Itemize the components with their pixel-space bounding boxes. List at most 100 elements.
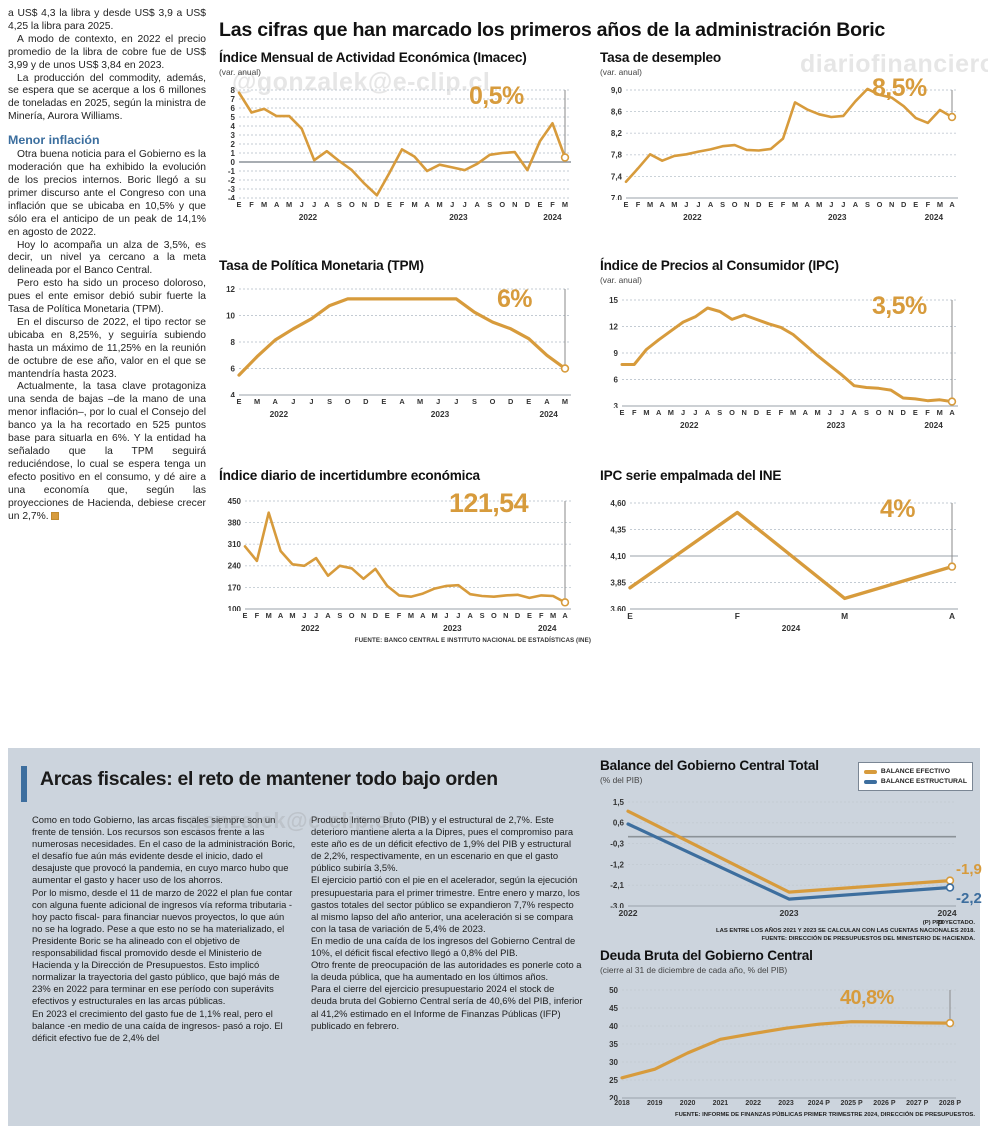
x-tick-label: J [454, 397, 459, 406]
x-tick-label: F [396, 611, 402, 620]
x-tick-label: F [925, 200, 931, 209]
x-tick-label: M [289, 611, 296, 620]
x-tick-label: 2021 [712, 1100, 729, 1107]
deuda-callout-value: 40,8% [840, 987, 894, 1009]
x-tick-label: E [627, 611, 633, 621]
x-tick-label: A [273, 200, 280, 209]
x-tick-label: E [537, 200, 543, 209]
article-paragraph: En medio de una caída de los ingresos de… [311, 934, 576, 959]
imacec-year-axis: 2022 2023 2024 [219, 212, 591, 223]
x-tick-label: F [778, 408, 784, 417]
x-tick-label: F [631, 408, 637, 417]
x-tick-label: J [302, 611, 307, 620]
x-tick-label: E [526, 397, 532, 406]
x-tick-label: A [804, 200, 810, 209]
x-tick-label: F [734, 611, 740, 621]
svg-text:2: 2 [231, 140, 236, 149]
x-tick-label: M [265, 611, 272, 620]
deuda-subtitle: (cierre al 31 de diciembre de cada año, … [600, 965, 788, 975]
svg-text:45: 45 [609, 1004, 618, 1013]
legend-item: BALANCE EFECTIVO [863, 767, 967, 776]
x-tick-label: N [512, 200, 518, 209]
x-tick-label: M [643, 408, 650, 417]
svg-text:5: 5 [231, 113, 236, 122]
year-label: 2024 [781, 623, 801, 633]
x-tick-label: M [431, 611, 438, 620]
x-tick-label: 2023 [779, 908, 799, 918]
article-paragraph: La producción del commodity, además, se … [8, 72, 206, 123]
x-tick-label: S [337, 611, 343, 620]
bottom-article-col2: Producto Interno Bruto (PIB) y el estruc… [311, 814, 583, 1032]
svg-text:1,5: 1,5 [613, 798, 625, 807]
svg-text:6: 6 [231, 364, 236, 373]
article-paragraph-text: Actualmente, la tasa clave protagoniza u… [8, 381, 206, 522]
x-tick-label: 2024 P [937, 908, 957, 928]
x-tick-label: O [491, 611, 497, 620]
x-tick-label: J [827, 408, 832, 417]
svg-text:8,2: 8,2 [611, 129, 623, 138]
x-tick-label: M [260, 200, 268, 209]
x-tick-label: 2022 [745, 1100, 761, 1107]
deuda-x-axis: 2018 2019 2020 2021 2022 2023 2024 P 2025 P 2026… [600, 1100, 975, 1111]
x-tick-label: M [936, 200, 944, 209]
ipc_empalmada-year-axis: 2024 [600, 623, 978, 634]
x-tick-label: F [399, 200, 405, 209]
x-tick-label: O [489, 397, 496, 406]
x-tick-label: N [503, 611, 509, 620]
x-tick-label: S [487, 200, 493, 209]
article-paragraph: Por lo mismo, desde el 11 de marzo de 20… [32, 886, 293, 1007]
svg-text:35: 35 [609, 1040, 618, 1049]
chart-deuda: Deuda Bruta del Gobierno Central (cierre … [600, 948, 975, 1119]
svg-text:50: 50 [609, 986, 618, 995]
x-tick-label: O [348, 611, 355, 620]
year-label: 2024 [924, 212, 944, 222]
x-tick-label: 2027 P [906, 1100, 929, 1107]
x-tick-label: S [479, 611, 485, 620]
incertidumbre-year-axis: 2022 2023 2024 [219, 623, 591, 634]
balance-plot-area: 1,5 0,6 -0,3 -1,2 -2,1 -3,0 -1,9 -2,2 BALANCE EF… [600, 762, 982, 908]
top-section: @gonzalek@e-clip.cl diariofinanciero a U… [8, 8, 988, 644]
imacec-plot-area: 8 7 6 5 4 3 2 1 0 -1 -2 -3 -4 0,5% [219, 82, 591, 200]
x-tick-label: M [667, 408, 674, 417]
bottom-article-col1: Como en todo Gobierno, las arcas fiscale… [32, 814, 297, 1044]
x-tick-label: A [655, 408, 662, 417]
x-tick-label: M [411, 200, 418, 209]
legend-item: BALANCE ESTRUCTURAL [863, 777, 967, 786]
article-paragraph: Como en todo Gobierno, las arcas fiscale… [32, 814, 296, 886]
x-tick-label: M [816, 200, 823, 209]
x-tick-label: D [514, 611, 521, 620]
svg-text:40: 40 [609, 1022, 618, 1031]
page-title: Las cifras que han marcado los primeros … [219, 19, 886, 41]
svg-text:450: 450 [228, 497, 242, 506]
ipc-plot-area: 15 12 9 6 3 3,5% [600, 290, 978, 408]
svg-text:10: 10 [226, 311, 235, 320]
svg-text:-0,3: -0,3 [610, 840, 624, 849]
x-tick-label: J [309, 397, 314, 406]
svg-text:7,4: 7,4 [611, 172, 623, 181]
x-tick-label: M [561, 200, 569, 209]
x-tick-label: F [249, 200, 254, 209]
svg-text:7,0: 7,0 [611, 194, 623, 200]
desempleo-callout-value: 8,5% [872, 74, 927, 102]
balance-endlabel-1: -2,2 [956, 889, 982, 907]
svg-text:7,8: 7,8 [611, 151, 623, 160]
svg-text:9,0: 9,0 [611, 86, 623, 95]
article-paragraph: a US$ 4,3 la libra y desde US$ 3,9 a US$… [8, 8, 206, 32]
chart-ipc: Índice de Precios al Consumidor (IPC) (va… [600, 258, 978, 431]
svg-text:20: 20 [609, 1094, 618, 1100]
x-tick-label: J [696, 200, 701, 209]
x-tick-label: A [544, 397, 550, 406]
chart-ipc-empalmada: IPC serie empalmada del INE 4,60 4,35 4,10 3… [600, 468, 978, 634]
x-tick-label: O [344, 397, 351, 406]
x-tick-label: J [314, 611, 319, 620]
svg-text:0,6: 0,6 [613, 819, 625, 828]
x-tick-label: A [851, 408, 857, 417]
year-label: 2023 [430, 409, 450, 419]
x-tick-label: S [865, 200, 870, 209]
tpm-title: Tasa de Política Monetaria (TPM) [219, 258, 424, 273]
incertidumbre-title: Índice diario de incertidumbre económica [219, 468, 480, 483]
x-tick-label: A [399, 397, 405, 406]
x-tick-label: D [363, 397, 369, 406]
